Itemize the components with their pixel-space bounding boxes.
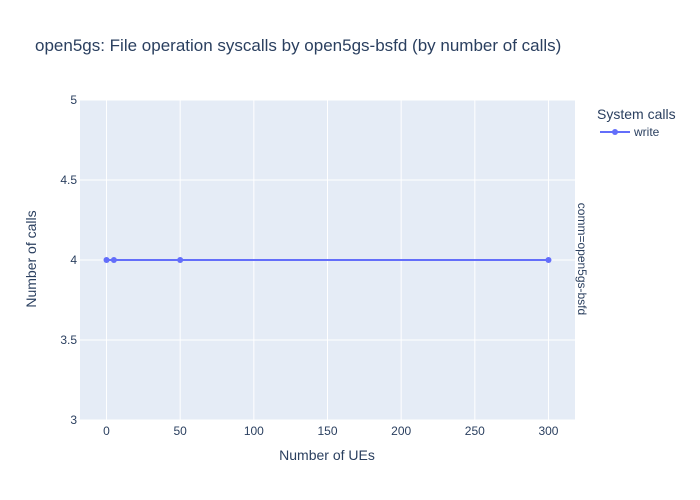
x-tick-label: 100 [244, 424, 264, 438]
y-tick-label: 4.5 [60, 173, 77, 187]
legend-swatch-marker [612, 129, 618, 135]
data-point[interactable] [545, 257, 552, 263]
legend-item-label: write [633, 125, 660, 139]
x-tick-label: 300 [538, 424, 558, 438]
y-tick-labels: 3 3.5 4 4.5 5 [60, 93, 77, 427]
x-tick-label: 200 [391, 424, 411, 438]
legend-title: System calls [597, 106, 676, 122]
legend[interactable]: System calls write [597, 106, 676, 139]
x-axis-title: Number of UEs [279, 447, 375, 463]
facet-label: comm=open5gs-bsfd [575, 203, 589, 315]
x-tick-label: 0 [103, 424, 110, 438]
y-tick-label: 4 [70, 253, 77, 267]
data-point[interactable] [177, 257, 184, 263]
data-point[interactable] [103, 257, 110, 263]
series-points [103, 257, 552, 263]
y-tick-label: 5 [70, 93, 77, 107]
x-tick-label: 250 [465, 424, 485, 438]
x-tick-label: 50 [173, 424, 187, 438]
data-point[interactable] [110, 257, 117, 263]
y-tick-label: 3 [70, 413, 77, 427]
x-tick-labels: 0 50 100 150 200 250 300 [103, 424, 559, 438]
y-tick-label: 3.5 [60, 333, 77, 347]
x-tick-label: 150 [317, 424, 337, 438]
y-axis-title: Number of calls [23, 210, 39, 307]
chart-title: open5gs: File operation syscalls by open… [35, 36, 561, 55]
